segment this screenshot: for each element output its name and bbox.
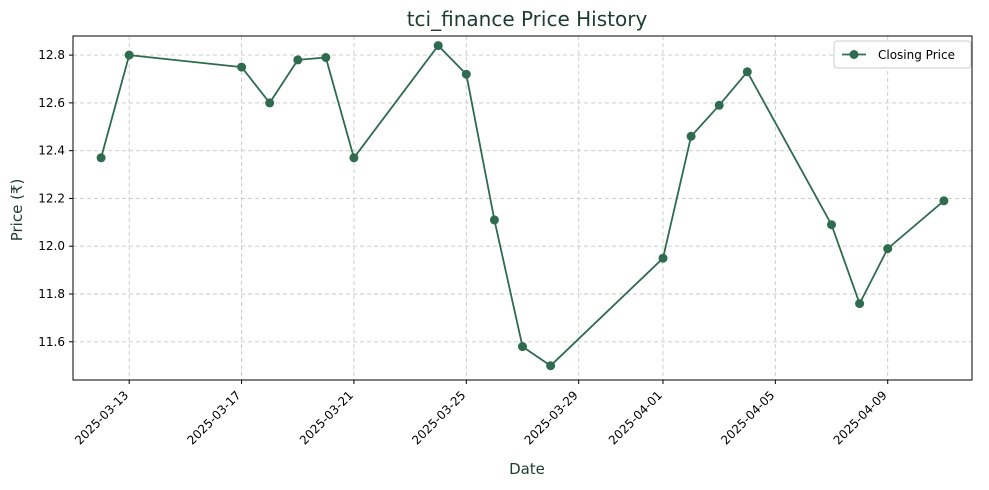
data-point [855, 299, 865, 309]
plot-area-frame [72, 35, 973, 381]
x-tick-label: 2025-03-17 [184, 388, 243, 447]
y-axis-label: Price (₹) [8, 179, 26, 242]
data-point [433, 41, 443, 51]
series-line [100, 44, 945, 367]
legend: Closing Price [833, 40, 972, 69]
data-point [265, 98, 275, 108]
x-tick-label: 2025-03-29 [522, 388, 581, 447]
series-closing-price [96, 41, 949, 371]
data-point [96, 153, 106, 163]
x-tick-label: 2025-03-13 [72, 388, 131, 447]
data-point [321, 53, 331, 62]
data-point [546, 361, 556, 371]
x-tick-label: 2025-04-01 [606, 388, 665, 447]
legend-label-closing-price: Closing Price [878, 48, 955, 62]
x-axis-label: Date [509, 460, 545, 478]
y-tick-label: 12.4 [38, 144, 65, 158]
data-point [518, 342, 527, 352]
y-tick-label: 12.0 [38, 239, 65, 253]
y-tick-label: 11.6 [38, 335, 65, 349]
data-point [237, 62, 247, 72]
y-tick-label: 12.2 [38, 191, 65, 205]
y-tick-label: 11.8 [38, 287, 65, 301]
data-point [293, 55, 303, 65]
y-tick-label: 12.6 [38, 96, 65, 110]
data-point [349, 153, 359, 163]
data-point [714, 100, 724, 110]
data-point [742, 67, 752, 77]
x-tick-label: 2025-03-21 [297, 388, 356, 447]
data-point [461, 69, 471, 79]
data-point [686, 131, 696, 141]
data-point [489, 215, 499, 225]
y-tick-label: 12.8 [38, 48, 65, 62]
x-tick-label: 2025-04-05 [718, 388, 777, 447]
chart-title: tci_finance Price History [407, 7, 648, 31]
axis-ticks: 11.6 11.8 12.0 12.2 12.4 12.6 12.8 2025-03-13 20… [38, 48, 890, 447]
x-tick-label: 2025-03-25 [409, 388, 468, 447]
legend-box [833, 40, 972, 69]
data-point [827, 220, 836, 230]
grid-lines [73, 36, 972, 380]
x-tick-label: 2025-04-09 [831, 388, 890, 447]
legend-marker-sample [849, 50, 859, 59]
data-point [658, 253, 668, 263]
data-point [124, 50, 134, 60]
data-point [883, 244, 893, 254]
data-point [939, 196, 949, 206]
